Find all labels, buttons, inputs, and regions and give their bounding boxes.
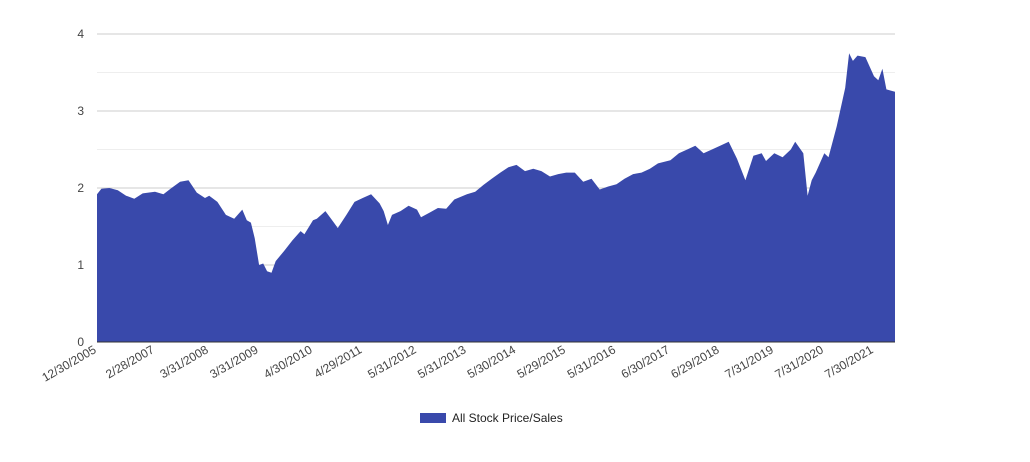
x-tick-label: 3/31/2009 xyxy=(207,342,261,381)
x-tick-label: 4/30/2010 xyxy=(261,342,315,381)
x-tick-label: 5/29/2015 xyxy=(514,342,568,381)
y-tick-label: 1 xyxy=(77,258,84,272)
x-tick-label: 5/31/2013 xyxy=(415,342,469,381)
x-tick-label: 5/31/2016 xyxy=(565,342,619,381)
y-axis-tick-labels: 0 1 2 3 4 xyxy=(77,27,84,349)
y-tick-label: 3 xyxy=(77,104,84,118)
series-area xyxy=(97,53,895,343)
x-tick-label: 3/31/2008 xyxy=(157,342,211,381)
x-tick-label: 5/31/2012 xyxy=(365,342,419,381)
x-tick-label: 7/31/2020 xyxy=(773,342,827,381)
y-tick-label: 2 xyxy=(77,181,84,195)
x-tick-label: 2/28/2007 xyxy=(103,342,157,381)
y-tick-label: 4 xyxy=(77,27,84,41)
legend: All Stock Price/Sales xyxy=(420,411,563,425)
legend-label: All Stock Price/Sales xyxy=(452,411,563,425)
y-tick-label: 0 xyxy=(77,335,84,349)
x-tick-label: 12/30/2005 xyxy=(39,342,98,384)
x-tick-label: 6/29/2018 xyxy=(668,342,722,381)
x-tick-label: 4/29/2011 xyxy=(312,342,365,381)
x-tick-label: 7/30/2021 xyxy=(822,342,876,381)
x-tick-label: 6/30/2017 xyxy=(619,342,673,381)
series-area-layer xyxy=(97,53,895,343)
x-tick-label: 5/30/2014 xyxy=(465,342,519,381)
legend-swatch xyxy=(420,413,446,423)
x-tick-label: 7/31/2019 xyxy=(723,342,777,381)
